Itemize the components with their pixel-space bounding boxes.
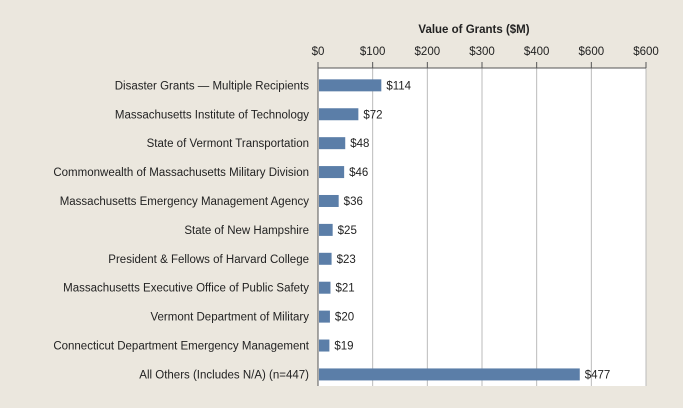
y-tick-label: Connecticut Department Emergency Managem…	[53, 341, 309, 353]
value-label: $21	[335, 283, 354, 295]
value-label: $46	[349, 167, 368, 179]
x-tick-label: $300	[469, 46, 495, 58]
y-tick-label: Massachusetts Institute of Technology	[115, 109, 309, 121]
y-tick-label: Massachusetts Emergency Management Agenc…	[60, 196, 310, 208]
x-tick-label: $200	[415, 46, 441, 58]
x-tick-label: $600	[579, 46, 605, 58]
value-label: $477	[585, 369, 611, 381]
value-label: $19	[334, 341, 353, 353]
x-tick-label: $100	[360, 46, 386, 58]
y-tick-label: Vermont Department of Military	[150, 312, 309, 324]
x-tick-label: $0	[312, 46, 325, 58]
value-label: $25	[338, 225, 357, 237]
bar	[319, 310, 330, 323]
bar	[319, 223, 333, 236]
x-tick-label: $400	[524, 46, 550, 58]
bar	[319, 339, 330, 352]
bar	[319, 79, 382, 92]
y-tick-label: Disaster Grants — Multiple Recipients	[115, 80, 310, 92]
y-tick-label: President & Fellows of Harvard College	[108, 254, 309, 266]
value-label: $20	[335, 312, 354, 324]
bar	[319, 166, 345, 179]
bar	[319, 281, 331, 294]
value-label: $23	[337, 254, 356, 266]
y-tick-label: State of Vermont Transportation	[147, 138, 309, 150]
value-label: $114	[386, 80, 411, 92]
axis-title: Value of Grants ($M)	[418, 24, 529, 36]
bar	[319, 368, 580, 381]
x-tick-label: $600	[633, 46, 659, 58]
y-tick-label: State of New Hampshire	[184, 225, 309, 237]
bar	[319, 108, 359, 121]
value-label: $72	[363, 109, 382, 121]
y-tick-label: Commonwealth of Massachusetts Military D…	[53, 167, 309, 179]
bar	[319, 137, 346, 150]
bar	[319, 252, 332, 265]
bar	[319, 194, 339, 207]
y-tick-label: All Others (Includes N/A) (n=447)	[139, 369, 309, 381]
value-label: $48	[350, 138, 369, 150]
value-label: $36	[344, 196, 363, 208]
y-tick-label: Massachusetts Executive Office of Public…	[63, 283, 309, 295]
